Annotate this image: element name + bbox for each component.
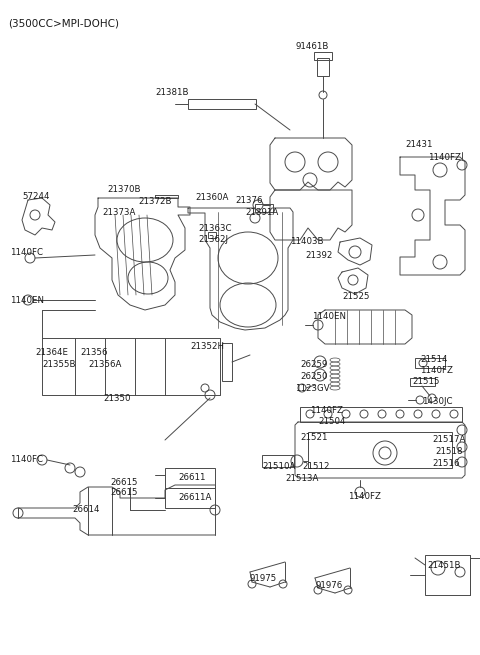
Text: 91976: 91976	[315, 581, 342, 590]
Text: 21350: 21350	[103, 394, 131, 403]
Text: 21356A: 21356A	[88, 360, 121, 369]
Text: 1140FZ: 1140FZ	[428, 153, 461, 162]
Text: 21352H: 21352H	[190, 342, 224, 351]
Bar	[255, 204, 273, 212]
Text: 21356: 21356	[80, 348, 108, 357]
Text: 26250: 26250	[300, 372, 327, 381]
Text: 21360A: 21360A	[195, 193, 228, 202]
Bar	[415, 358, 445, 368]
Text: 57244: 57244	[22, 192, 49, 201]
Text: 21355B: 21355B	[42, 360, 75, 369]
Text: 1140EN: 1140EN	[10, 296, 44, 305]
Text: 26611: 26611	[178, 473, 205, 482]
Bar	[222, 343, 232, 381]
Text: 26611A: 26611A	[178, 493, 211, 502]
Text: 26259: 26259	[300, 360, 327, 369]
Text: 21431: 21431	[405, 140, 432, 149]
Text: 21525: 21525	[342, 292, 370, 301]
Text: 1140FC: 1140FC	[10, 248, 43, 257]
Text: 21510A: 21510A	[262, 462, 295, 471]
Bar	[308, 432, 452, 468]
Text: 21391A: 21391A	[245, 208, 278, 217]
Text: 1140FZ: 1140FZ	[310, 406, 343, 415]
Text: 21516: 21516	[432, 459, 459, 468]
Text: 21518: 21518	[435, 447, 463, 456]
Text: 21370B: 21370B	[107, 185, 141, 194]
Text: 26615: 26615	[110, 488, 137, 497]
Text: 21512: 21512	[302, 462, 329, 471]
Text: 1140EN: 1140EN	[312, 312, 346, 321]
Text: 21504: 21504	[318, 417, 346, 426]
Text: 1430JC: 1430JC	[422, 397, 453, 406]
Bar	[165, 488, 215, 508]
Bar	[208, 232, 216, 238]
Text: 21362J: 21362J	[198, 235, 228, 244]
Text: 91461B: 91461B	[295, 42, 328, 51]
Bar	[165, 468, 215, 488]
Text: 26615: 26615	[110, 478, 137, 487]
Text: 21392: 21392	[305, 251, 332, 260]
Text: 11403B: 11403B	[290, 237, 324, 246]
Text: 21517A: 21517A	[432, 435, 466, 444]
Bar	[300, 407, 462, 422]
Bar	[317, 58, 329, 76]
Bar	[410, 378, 435, 386]
Text: 1140FC: 1140FC	[10, 455, 43, 464]
Bar	[425, 555, 470, 595]
Text: 21364E: 21364E	[35, 348, 68, 357]
Text: 26614: 26614	[72, 505, 99, 514]
Text: 21451B: 21451B	[427, 561, 460, 570]
Text: 21514: 21514	[420, 355, 447, 364]
Text: 21515: 21515	[412, 377, 440, 386]
Text: 21381B: 21381B	[155, 88, 189, 97]
Text: 1123GV: 1123GV	[295, 384, 330, 393]
Bar	[188, 99, 256, 109]
Bar	[262, 455, 294, 467]
Text: (3500CC>MPI-DOHC): (3500CC>MPI-DOHC)	[8, 18, 119, 28]
Text: 21513A: 21513A	[285, 474, 318, 483]
Text: 1140FZ: 1140FZ	[348, 492, 381, 501]
Text: 21372B: 21372B	[138, 197, 171, 206]
Text: 21376: 21376	[235, 196, 263, 205]
Text: 91975: 91975	[249, 574, 276, 583]
Text: 1140FZ: 1140FZ	[420, 366, 453, 375]
Text: 21373A: 21373A	[102, 208, 135, 217]
Bar	[314, 52, 332, 60]
Text: 21363C: 21363C	[198, 224, 231, 233]
Text: 21521: 21521	[300, 433, 327, 442]
